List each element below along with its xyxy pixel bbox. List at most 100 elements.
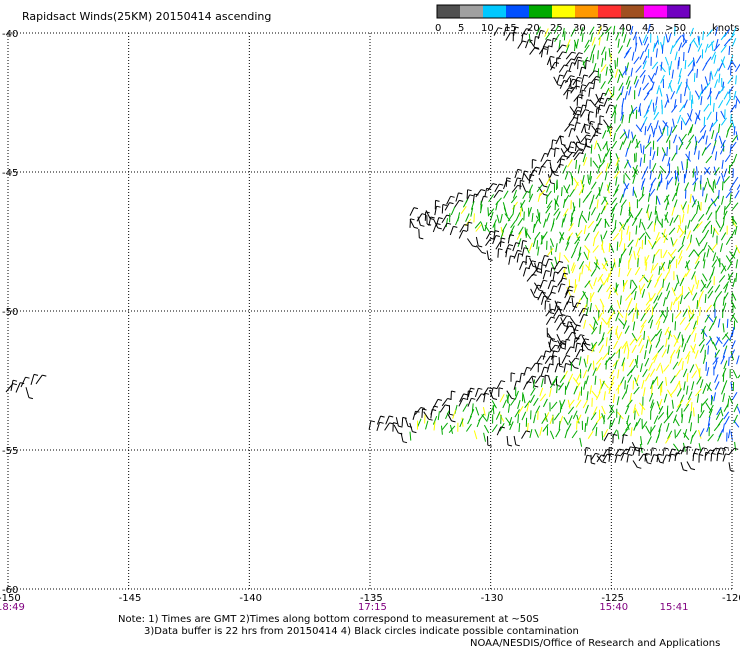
wind-barb (581, 174, 585, 185)
wind-barb (496, 426, 502, 436)
wind-barb (688, 414, 692, 424)
wind-barb-flag (515, 444, 520, 447)
wind-barb (730, 141, 737, 150)
wind-barb (495, 201, 499, 211)
lat-tick-label: -40 (2, 29, 18, 40)
wind-barb-flag (507, 444, 513, 447)
wind-barb-flag (545, 300, 550, 303)
wind-barb (458, 398, 464, 407)
wind-barb-flag (589, 111, 594, 113)
wind-barb (635, 237, 639, 247)
wind-barb-flag (568, 289, 573, 292)
wind-barb (603, 119, 610, 128)
wind-barb (637, 258, 639, 268)
wind-barb (655, 434, 660, 444)
wind-barb (570, 249, 576, 259)
wind-barb-flag (582, 104, 587, 107)
wind-barb (598, 153, 602, 163)
wind-barb-flag (597, 132, 602, 135)
wind-barb (471, 403, 474, 413)
wind-barb (648, 344, 653, 354)
wind-barb (625, 147, 629, 157)
wind-barb (703, 103, 710, 112)
wind-barb-flag (725, 453, 730, 456)
wind-barb-flag (515, 242, 520, 245)
wind-barb-flag (522, 240, 527, 242)
wind-barb-flag (578, 149, 583, 152)
wind-barb (418, 228, 420, 238)
wind-barb-flag (472, 245, 477, 248)
wind-barb (642, 34, 648, 44)
wind-barb (626, 62, 629, 72)
wind-barb (558, 252, 561, 262)
wind-barb (555, 135, 561, 145)
wind-barb-flag (510, 372, 516, 375)
wind-barb (599, 182, 604, 192)
wind-barb (663, 36, 665, 46)
wind-barb (681, 117, 687, 126)
wind-barb-flag (462, 229, 468, 232)
wind-barb (499, 237, 502, 247)
wind-barb (669, 45, 674, 55)
wind-barb (692, 292, 698, 301)
wind-barb (610, 207, 616, 216)
wind-barb (499, 394, 505, 403)
wind-barb (641, 421, 648, 430)
wind-barb-flag (12, 383, 18, 386)
wind-barb (731, 119, 735, 129)
wind-barb (567, 141, 572, 151)
wind-barb (640, 143, 643, 153)
wind-barb-flag (585, 132, 590, 134)
wind-barb (686, 373, 689, 383)
wind-barb (591, 422, 598, 431)
wind-barb (576, 114, 579, 124)
wind-barb (687, 310, 691, 320)
wind-barb (638, 447, 640, 457)
wind-barb (728, 85, 734, 94)
wind-barb-flag (575, 337, 580, 339)
wind-barb (718, 73, 721, 83)
wind-barb (587, 211, 591, 221)
wind-barb (521, 170, 525, 180)
wind-barb (674, 321, 676, 331)
legend-frame (436, 4, 691, 19)
wind-barb (714, 79, 718, 89)
wind-barb (547, 333, 554, 342)
wind-barb (445, 218, 448, 228)
wind-barb (587, 363, 592, 372)
wind-barb (682, 201, 687, 210)
wind-barb (643, 387, 646, 397)
wind-barb (649, 368, 656, 377)
wind-barb (723, 411, 730, 420)
wind-barb (598, 344, 604, 354)
wind-barb (721, 172, 725, 182)
wind-barb (598, 36, 601, 46)
wind-barb (430, 409, 433, 419)
wind-barb (707, 285, 714, 294)
wind-barb (725, 236, 732, 246)
wind-barb-flag (451, 420, 456, 423)
wind-barb-flag (529, 174, 535, 176)
wind-barb (559, 158, 562, 168)
wind-barb (650, 399, 654, 409)
wind-barb (652, 254, 655, 264)
wind-barb (580, 27, 584, 36)
wind-barb-flag (552, 139, 557, 142)
wind-barb (425, 420, 429, 430)
wind-barb (736, 355, 740, 365)
wind-barb (671, 399, 674, 409)
wind-barb (558, 343, 563, 353)
wind-barb (546, 363, 551, 373)
wind-barb-flag (536, 271, 542, 273)
wind-barb (696, 315, 699, 325)
wind-barb (687, 391, 693, 401)
wind-barb (571, 297, 574, 307)
wind-barb (626, 415, 630, 425)
wind-barb (679, 316, 686, 325)
wind-barb (509, 421, 514, 430)
wind-barb (692, 320, 697, 330)
wind-barb (674, 51, 678, 61)
wind-barb (723, 91, 729, 100)
wind-barb (682, 432, 690, 441)
wind-barb (590, 453, 596, 461)
